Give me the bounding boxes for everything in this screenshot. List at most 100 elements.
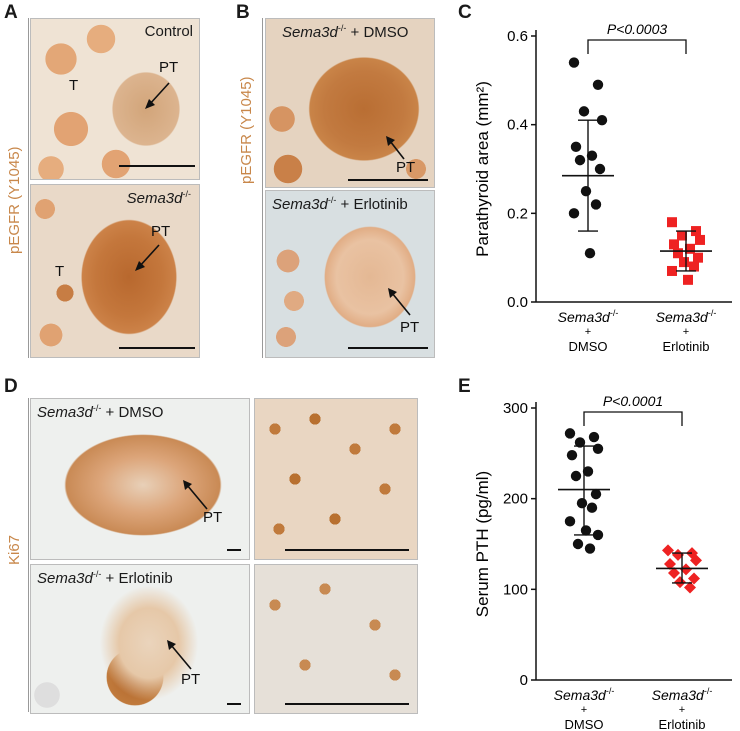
condition-label-dmso: Sema3d-/- + DMSO xyxy=(37,403,164,421)
data-point xyxy=(564,516,576,527)
micrograph-a-control: Control T PT xyxy=(30,18,200,180)
scale-bar xyxy=(119,165,195,167)
y-tick-label: 0 xyxy=(520,672,528,689)
arrow-icon xyxy=(135,244,160,271)
x-category-treatment: Erlotinib xyxy=(663,339,710,354)
panel-label-b: B xyxy=(236,2,250,23)
data-point xyxy=(570,141,582,153)
y-tick-label: 200 xyxy=(503,491,528,508)
data-point xyxy=(690,554,702,567)
data-point xyxy=(685,243,695,254)
micrograph-d-dmso-low: Sema3d-/- + DMSO PT xyxy=(30,398,250,560)
arrow-icon xyxy=(388,288,411,316)
stain-label-a: pEGFR (Y1045) xyxy=(6,146,23,254)
y-axis-label: Serum PTH (pg/ml) xyxy=(473,471,492,617)
scale-bar xyxy=(285,549,409,551)
x-category-treatment: DMSO xyxy=(565,717,604,731)
divider-b xyxy=(262,18,263,358)
data-point xyxy=(580,525,592,536)
panel-label-e: E xyxy=(458,376,471,397)
micrograph-a-sema3d: Sema3d-/- T PT xyxy=(30,184,200,358)
panel-label-d: D xyxy=(4,376,18,397)
y-tick-label: 0.6 xyxy=(507,28,528,45)
data-point xyxy=(572,538,584,550)
y-tick-label: 300 xyxy=(503,400,528,417)
micrograph-d-dmso-high xyxy=(254,398,418,560)
parathyroid-mark: PT xyxy=(151,223,171,240)
data-point xyxy=(693,252,703,263)
micrograph-d-erlotinib-high xyxy=(254,564,418,714)
micrograph-d-erlotinib-low: Sema3d-/- + Erlotinib PT xyxy=(30,564,250,714)
y-tick-label: 0.4 xyxy=(507,117,528,134)
parathyroid-mark: PT xyxy=(400,319,420,336)
data-point xyxy=(679,257,689,268)
data-point xyxy=(564,428,576,439)
data-point xyxy=(683,274,693,285)
x-category-plus: + xyxy=(679,704,685,716)
data-point xyxy=(674,576,686,589)
data-point xyxy=(590,488,602,500)
condition-label-dmso: Sema3d-/- + DMSO xyxy=(282,23,409,41)
x-category-label: Sema3d-/- xyxy=(656,308,717,325)
arrow-icon xyxy=(386,136,405,160)
data-point xyxy=(668,567,680,580)
y-tick-label: 0.2 xyxy=(507,205,528,222)
parathyroid-mark: PT xyxy=(181,671,201,688)
data-point xyxy=(684,581,696,594)
y-axis-label: Parathyroid area (mm²) xyxy=(473,81,492,257)
x-category-treatment: DMSO xyxy=(569,339,608,354)
data-point xyxy=(672,548,684,561)
data-point xyxy=(584,543,596,554)
parathyroid-mark: PT xyxy=(203,509,223,526)
data-point xyxy=(588,431,600,443)
data-point xyxy=(570,470,582,482)
arrow-icon xyxy=(183,480,208,510)
data-point xyxy=(596,115,608,126)
control-label: Control xyxy=(144,23,193,40)
scale-bar xyxy=(348,179,428,181)
x-category-label: Sema3d-/- xyxy=(652,686,713,703)
stain-label-b: pEGFR (Y1045) xyxy=(238,76,255,184)
scale-bar xyxy=(227,549,241,551)
data-point xyxy=(688,572,700,585)
chart-parathyroid-area: Parathyroid area (mm²) 0.0 0.2 0.4 0.6 Sema3d… xyxy=(473,21,732,354)
panel-label-a: A xyxy=(4,2,18,23)
x-category-plus: + xyxy=(581,704,587,716)
data-point xyxy=(680,563,692,576)
x-category-label: Sema3d-/- xyxy=(554,686,615,703)
p-value-label: P<0.0001 xyxy=(603,393,663,409)
data-point xyxy=(592,443,604,454)
scale-bar xyxy=(119,347,195,349)
x-category-plus: + xyxy=(683,326,689,338)
data-point xyxy=(669,239,679,250)
data-point xyxy=(586,502,598,513)
divider-d xyxy=(28,398,29,712)
panel-label-c: C xyxy=(458,2,472,23)
scale-bar xyxy=(348,347,428,349)
data-point xyxy=(566,449,578,461)
micrograph-b-erlotinib: Sema3d-/- + Erlotinib PT xyxy=(265,190,435,358)
stain-label-d: Ki67 xyxy=(6,534,23,566)
y-tick-label: 0.0 xyxy=(507,294,528,311)
data-point xyxy=(592,79,604,90)
data-point xyxy=(662,544,674,557)
data-point xyxy=(578,106,590,117)
micrograph-b-dmso: Sema3d-/- + DMSO PT xyxy=(265,18,435,188)
data-point xyxy=(580,185,592,197)
data-point xyxy=(594,163,606,175)
data-point xyxy=(576,498,588,509)
parathyroid-mark: PT xyxy=(159,59,179,76)
data-point xyxy=(689,261,699,272)
p-value-label: P<0.0003 xyxy=(607,21,668,37)
significance-bracket xyxy=(587,39,687,54)
data-point xyxy=(574,437,586,448)
data-point xyxy=(590,199,602,210)
x-category-label: Sema3d-/- xyxy=(558,308,619,325)
data-point xyxy=(667,217,677,228)
arrow-icon xyxy=(167,640,192,670)
data-point xyxy=(695,234,705,245)
arrow-icon xyxy=(145,82,170,109)
divider-a xyxy=(28,18,29,358)
x-category-treatment: Erlotinib xyxy=(659,717,706,731)
chart-serum-pth: Serum PTH (pg/ml)0100200300Sema3d-/-+DMS… xyxy=(473,393,732,731)
